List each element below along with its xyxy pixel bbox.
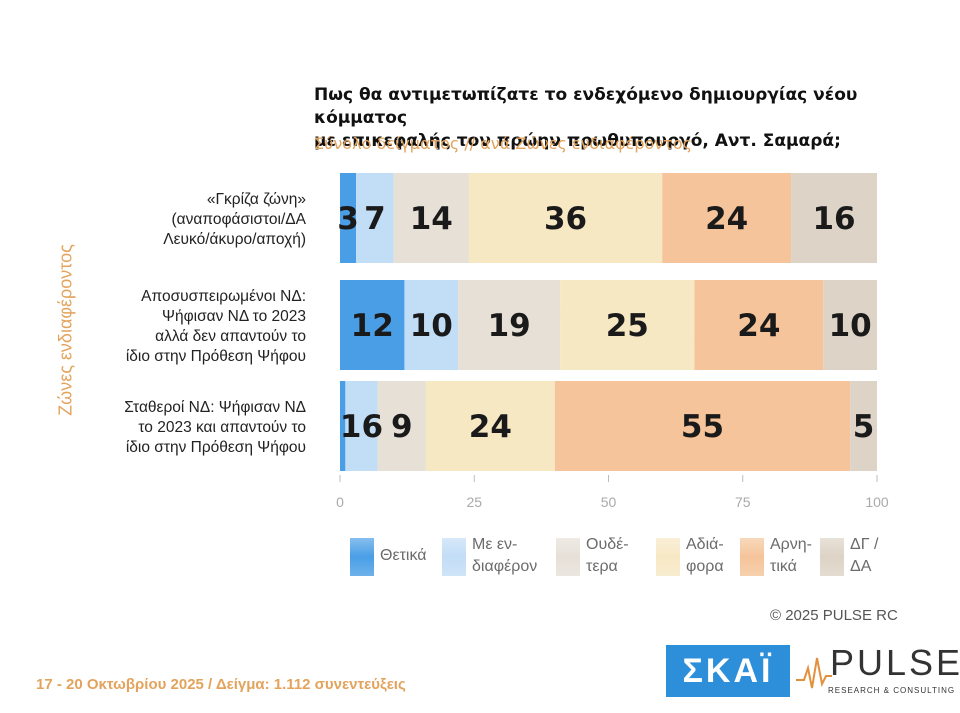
legend-label-1: Με εν- διαφέρον [472,536,538,575]
pulse-logo-sub: RESEARCH & CONSULTING [828,686,956,695]
legend-swatch-0 [350,538,374,576]
bar-row1-3 [560,280,695,370]
data-label-row1-5: 10 [829,308,872,344]
bar-row0-5 [791,173,877,263]
bar-row0-3 [468,173,663,263]
bar-row2-3 [425,381,555,471]
data-label-row2-2: 9 [391,409,413,445]
bar-row2-2 [377,381,426,471]
x-tick-label-0: 0 [336,494,344,510]
bar-row2-1 [345,381,378,471]
data-label-row1-3: 25 [606,308,649,344]
legend-label-5: ΔΓ / ΔΑ [850,536,879,575]
data-label-row0-4: 24 [705,201,748,237]
data-label-row0-2: 14 [410,201,453,237]
legend-swatch-3 [656,538,680,576]
bar-row2-4 [554,381,851,471]
data-label-row1-0: 12 [351,308,394,344]
legend-swatch-1 [442,538,466,576]
data-label-row2-3: 24 [469,409,512,445]
pulse-logo-word: PULSE [830,642,960,683]
chart-subtitle: Σύνολο δείγματος // ανά Ζώνες ενδιαφέρον… [314,134,693,153]
legend-label-4: Αρνη- τικά [770,536,812,575]
bar-row2-0 [340,381,346,471]
bar-row2-5 [850,381,877,471]
category-label-0: «Γκρίζα ζώνη» (αναποφάσιστοι/ΔΑ Λευκό/άκυρ… [163,191,306,248]
bar-row1-2 [458,280,561,370]
data-label-row0-1: 7 [364,201,386,237]
bar-row1-4 [694,280,824,370]
bar-row0-1 [356,173,394,263]
legend-swatch-5 [820,538,844,576]
data-label-row0-5: 16 [812,201,855,237]
data-label-row1-2: 19 [488,308,531,344]
category-label-2: Σταθεροί ΝΔ: Ψήφισαν ΝΔ το 2023 και απαντ… [124,399,306,456]
data-label-row2-4: 55 [681,409,724,445]
data-label-row2-1: 16 [340,409,383,445]
legend-label-2: Ουδέ- τερα [586,536,629,575]
data-label-row0-3: 36 [544,201,587,237]
legend-swatch-4 [740,538,764,576]
chart-title: Πως θα αντιμετωπίζατε το ενδεχόμενο δημι… [314,85,858,151]
pulse-logo: PULSE RESEARCH & CONSULTING [796,640,960,704]
category-label-1: Αποσυσπειρωμένοι ΝΔ: Ψήφισαν ΝΔ το 2023 αλ… [126,288,306,365]
data-label-row2-5: 5 [853,409,875,445]
bar-row1-1 [404,280,459,370]
x-tick-label-1: 25 [466,494,482,510]
x-tick-label-2: 50 [601,494,617,510]
bar-row0-4 [662,173,792,263]
survey-footer: 17 - 20 Οκτωβρίου 2025 / Δείγμα: 1.112 σ… [36,676,406,693]
legend-label-3: Αδιά- φορα [686,536,724,575]
copyright-text: © 2025 PULSE RC [770,607,898,624]
data-label-row1-1: 10 [410,308,453,344]
x-tick-label-3: 75 [735,494,751,510]
data-label-row0-0: 3 [337,201,359,237]
x-tick-label-4: 100 [865,494,889,510]
bar-row0-2 [393,173,469,263]
skai-logo: ΣΚΑΪ [666,645,790,697]
data-label-row1-4: 24 [737,308,780,344]
bar-row1-0 [340,280,405,370]
legend-label-0: Θετικά [380,547,427,564]
legend-swatch-2 [556,538,580,576]
bar-row1-5 [823,280,877,370]
pulse-wave-icon [796,657,832,689]
bar-row0-0 [340,173,357,263]
